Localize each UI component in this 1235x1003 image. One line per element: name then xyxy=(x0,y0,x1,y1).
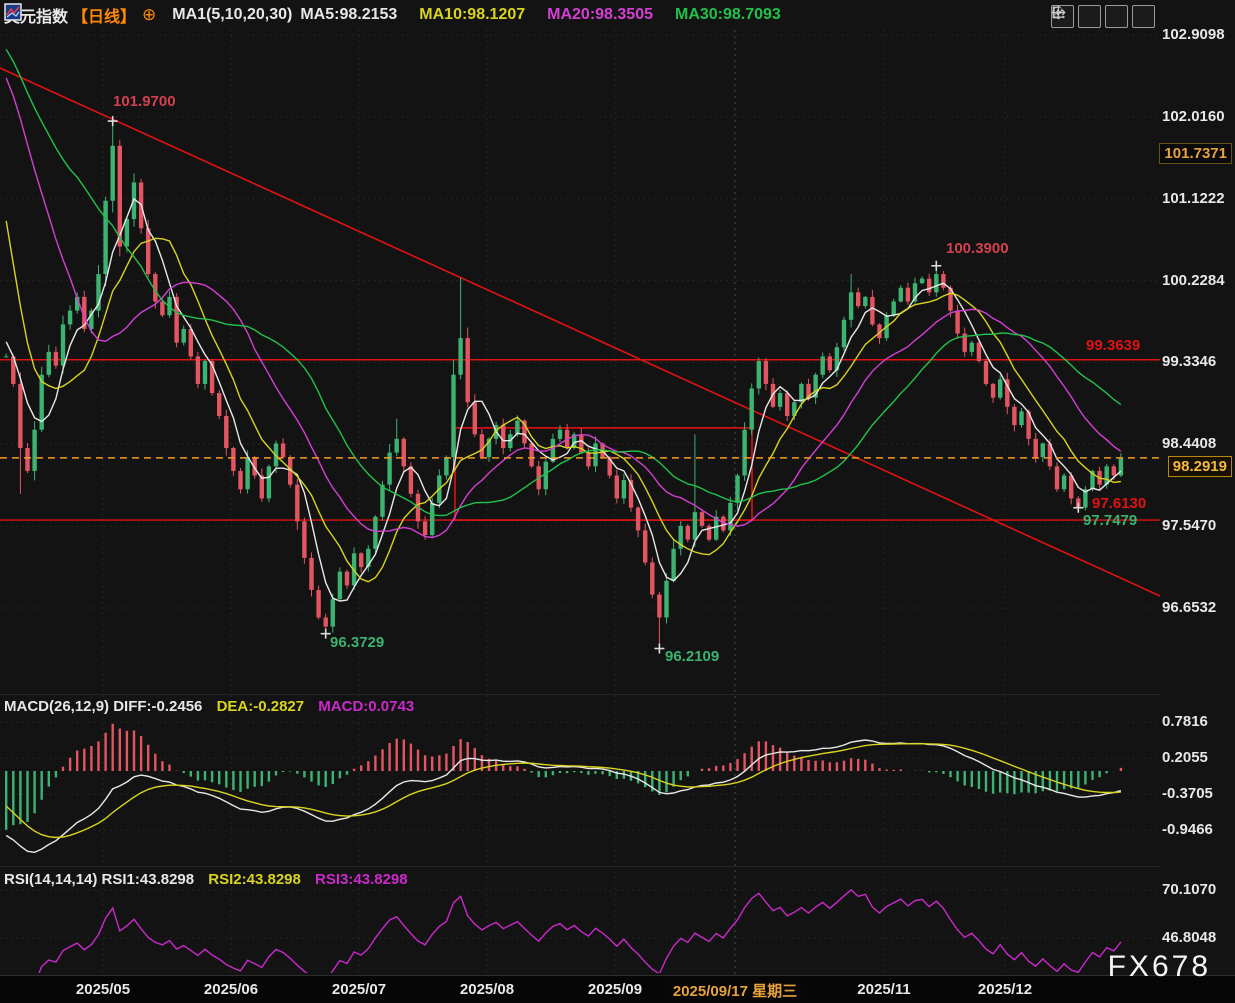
watermark: FX678 xyxy=(1107,950,1211,983)
rsi-clip xyxy=(38,888,1122,973)
y-axis-label-macd: 0.2055 xyxy=(1162,749,1208,767)
rsi1-label: RSI(14,14,14) RSI1:43.8298 xyxy=(4,871,195,888)
crosshair-date-box: 2025/09/17 星期三 xyxy=(662,979,808,1002)
chart-header: 美元指数 【日线】 ⊕ MA1(5,10,20,30) MA5:98.2153 … xyxy=(4,3,781,27)
price-annotation: 101.9700 xyxy=(113,93,176,110)
x-axis-month-label: 2025/06 xyxy=(203,981,259,998)
add-indicator-icon[interactable]: ⊕ xyxy=(142,5,157,24)
y-axis-label-main: 100.2284 xyxy=(1162,271,1225,289)
y-axis-label-rsi: 46.8048 xyxy=(1162,929,1217,946)
x-axis-month-label: 2025/07 xyxy=(331,981,387,998)
rsi3-label: RSI3:43.8298 xyxy=(315,871,408,888)
y-axis-label-main: 96.6532 xyxy=(1162,599,1217,616)
exit-chart-icon[interactable] xyxy=(1052,5,1155,28)
y-axis-label-macd: -0.9466 xyxy=(1162,821,1213,839)
y-axis-label-main: 97.5470 xyxy=(1162,517,1217,535)
panel-separator-macd xyxy=(0,694,1160,695)
price-annotation: 96.3729 xyxy=(330,634,385,651)
extreme-markers xyxy=(107,116,1084,654)
crosshair-price-box: 101.7371 xyxy=(1159,143,1232,164)
y-axis-label-main: 102.9098 xyxy=(1162,26,1225,43)
dea-line xyxy=(5,742,1121,839)
price-annotation: 96.2109 xyxy=(665,648,720,665)
rsi-header: RSI(14,14,14) RSI1:43.8298 RSI2:43.8298 … xyxy=(4,871,408,889)
y-axis-label-main: 99.3346 xyxy=(1162,353,1217,371)
y-axis-label-macd: -0.3705 xyxy=(1162,785,1213,803)
date-axis-strip xyxy=(0,975,1235,1003)
y-axis-label-main: 101.1222 xyxy=(1162,189,1225,207)
macd-header: MACD(26,12,9) DIFF:-0.2456 DEA:-0.2827 M… xyxy=(4,698,414,716)
x-axis-month-label: 2025/05 xyxy=(75,981,131,998)
x-axis-month-label: 2025/08 xyxy=(459,981,515,998)
macd-value-label: MACD:0.0743 xyxy=(318,698,415,715)
y-axis-label-main: 102.0160 xyxy=(1162,107,1225,125)
price-annotation: 100.3900 xyxy=(946,240,1009,257)
rsi-line xyxy=(38,888,1122,973)
price-annotation: 99.3639 xyxy=(1086,337,1141,354)
price-annotation: 97.6130 xyxy=(1092,495,1147,512)
macd-diff-label: MACD(26,12,9) DIFF:-0.2456 xyxy=(4,698,203,715)
consolidation-box xyxy=(454,427,753,521)
ma-group-label: MA1(5,10,20,30) xyxy=(172,6,293,23)
ma5-line xyxy=(5,197,1122,602)
ma30-line xyxy=(5,48,1122,517)
rsi2-label: RSI2:43.8298 xyxy=(208,871,301,888)
x-axis-month-label: 2025/11 xyxy=(857,981,911,998)
main-clip xyxy=(0,48,1160,649)
ma20-line xyxy=(5,77,1122,539)
ma10-legend: MA10:98.1207 xyxy=(419,6,526,23)
diff-line xyxy=(5,739,1122,854)
period-label: 【日线】 xyxy=(72,9,137,26)
candles xyxy=(4,121,1124,649)
panel-separator-rsi xyxy=(0,866,1160,867)
price-annotation: 97.7479 xyxy=(1083,512,1138,529)
scale-axis-icon[interactable] xyxy=(1052,5,1101,28)
macd-dea-label: DEA:-0.2827 xyxy=(216,698,305,715)
y-axis-label-macd: 0.7816 xyxy=(1162,713,1208,731)
last-price-box: 98.2919 xyxy=(1167,456,1232,477)
chart-toolbar xyxy=(1051,5,1155,28)
gridlines xyxy=(0,30,1160,974)
x-axis-month-label: 2025/12 xyxy=(977,981,1033,998)
ma10-line xyxy=(5,220,1121,583)
trendline xyxy=(0,67,1160,597)
ma30-legend: MA30:98.7093 xyxy=(674,6,781,23)
y-axis-label-rsi: 70.1070 xyxy=(1162,881,1217,898)
ma20-legend: MA20:98.3505 xyxy=(547,6,653,23)
playback-axis-icon[interactable] xyxy=(1053,5,1128,28)
ma5-legend: MA5:98.2153 xyxy=(300,6,398,23)
y-axis-label-main: 98.4408 xyxy=(1162,435,1217,453)
macd-clip xyxy=(4,723,1123,854)
x-axis-month-label: 2025/09 xyxy=(587,981,643,998)
